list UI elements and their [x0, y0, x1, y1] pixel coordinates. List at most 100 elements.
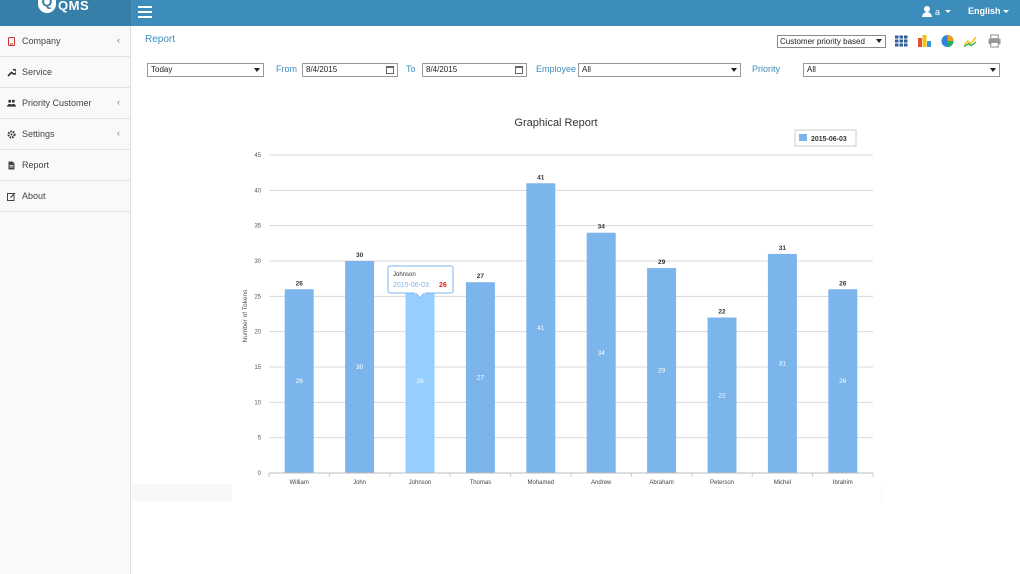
x-tick-label: Andrew	[591, 480, 612, 486]
top-navbar: Q QMS a English	[0, 0, 1020, 26]
tooltip-category: Johnson	[393, 272, 416, 278]
employee-select[interactable]: All	[578, 63, 741, 77]
bar-value-label: 22	[718, 309, 726, 316]
logo[interactable]: Q QMS	[0, 0, 131, 26]
sidebar-item-label: Company	[22, 36, 61, 46]
priority-label: Priority	[752, 64, 781, 74]
x-tick-label: Mohamed	[527, 480, 554, 486]
tooltip-value: 26	[439, 282, 447, 289]
bar	[526, 183, 556, 473]
sidebar-item-label: About	[22, 191, 46, 201]
sidebar-item-label: Service	[22, 67, 53, 77]
sidebar-item-priority-customer[interactable]: Priority Customer ‹	[0, 88, 130, 119]
grid-view-icon[interactable]	[895, 34, 908, 48]
bar	[586, 232, 616, 473]
x-tick-label: John	[353, 480, 366, 486]
wrench-icon	[7, 68, 16, 77]
y-axis-ticks: 0 5 10 15 20 25 30 35 40 45	[254, 153, 261, 477]
logo-text: QMS	[58, 0, 90, 13]
bar-inner-label: 41	[537, 325, 545, 332]
sidebar-item-label: Settings	[22, 129, 55, 139]
calendar-icon[interactable]	[386, 66, 394, 74]
x-tick-label: Peterson	[710, 480, 734, 486]
to-label: To	[406, 64, 416, 74]
user-name: a	[935, 6, 941, 17]
main-content: Report Customer priority based Today Fro…	[132, 26, 1020, 574]
calendar-icon[interactable]	[515, 66, 523, 74]
edit-icon	[7, 192, 16, 201]
bar-chart: Graphical Report Number of Tokens 0 5 10 15…	[242, 117, 874, 486]
gear-icon	[7, 130, 16, 139]
user-menu[interactable]: a	[922, 6, 952, 17]
line-chart-icon[interactable]	[964, 34, 977, 48]
bar	[828, 289, 858, 473]
chevron-down-icon	[731, 68, 737, 72]
sidebar-item-label: Report	[22, 160, 50, 170]
priority-select[interactable]: All	[803, 63, 1000, 77]
bar-inner-label: 22	[718, 392, 726, 399]
bar-inner-label: 26	[839, 378, 847, 385]
print-icon[interactable]	[988, 34, 1001, 48]
bar	[284, 289, 314, 473]
bar-inner-label: 34	[598, 350, 606, 357]
y-tick-label: 15	[254, 365, 261, 371]
y-axis-label: Number of Tokens	[242, 289, 249, 342]
bar-value-label: 26	[296, 280, 304, 287]
chevron-left-icon: ‹	[117, 128, 120, 138]
from-label: From	[276, 64, 297, 74]
chevron-down-icon	[990, 68, 996, 72]
logo-mark-icon: Q	[38, 0, 56, 13]
x-tick-label: Abraham	[649, 480, 673, 486]
x-tick-label: William	[290, 480, 309, 486]
bar	[707, 317, 737, 473]
chevron-left-icon: ‹	[117, 97, 120, 107]
legend[interactable]: 2015-06-03	[794, 129, 857, 147]
bar-chart-icon[interactable]	[918, 34, 931, 48]
bar	[647, 268, 677, 473]
bar	[767, 253, 797, 473]
period-value: Today	[151, 65, 173, 74]
bar-value-label: 31	[779, 245, 787, 252]
legend-series-label: 2015-06-03	[811, 136, 847, 143]
report-type-value: Customer priority based	[780, 37, 865, 46]
y-tick-label: 10	[254, 400, 261, 406]
bar-value-label: 41	[537, 174, 545, 181]
x-tick-label: Johnson	[409, 480, 432, 486]
priority-value: All	[807, 65, 816, 74]
x-tick-label: Ibrahim	[833, 480, 853, 486]
sidebar-item-company[interactable]: Company ‹	[0, 26, 130, 57]
sidebar-item-settings[interactable]: Settings ‹	[0, 119, 130, 150]
bar-value-label: 30	[356, 252, 364, 259]
to-date-input[interactable]: 8/4/2015	[422, 63, 527, 77]
chevron-down-icon	[945, 10, 952, 13]
employee-label: Employee	[536, 64, 577, 74]
sidebar: Company ‹ Service Priority Customer ‹ Se…	[0, 26, 131, 574]
report-type-select[interactable]: Customer priority based	[777, 35, 886, 48]
chevron-down-icon	[254, 68, 260, 72]
pie-chart-icon[interactable]	[941, 34, 954, 48]
language-menu[interactable]: English	[968, 6, 1009, 16]
chevron-left-icon: ‹	[117, 35, 120, 45]
y-tick-label: 5	[258, 436, 262, 442]
bar-inner-label: 30	[356, 364, 364, 371]
menu-toggle-icon[interactable]	[138, 6, 152, 18]
legend-swatch	[799, 134, 807, 141]
phone-icon	[7, 36, 16, 46]
sidebar-item-about[interactable]: About	[0, 181, 130, 212]
file-icon	[7, 161, 16, 170]
period-select[interactable]: Today	[147, 63, 264, 77]
from-date-value: 8/4/2015	[306, 65, 338, 74]
y-tick-label: 40	[254, 188, 261, 194]
chart-title: Graphical Report	[514, 117, 597, 129]
y-tick-label: 20	[254, 330, 261, 336]
bar	[345, 261, 375, 473]
x-tick-label: Michel	[774, 480, 791, 486]
bar	[405, 289, 435, 473]
bar-inner-label: 26	[416, 378, 424, 385]
sidebar-item-service[interactable]: Service	[0, 57, 130, 88]
from-date-input[interactable]: 8/4/2015	[302, 63, 398, 77]
bar-value-label: 34	[598, 224, 606, 231]
sidebar-item-report[interactable]: Report	[0, 150, 130, 181]
user-icon	[922, 6, 932, 17]
chart-panel: Graphical Report Number of Tokens 0 5 10 15…	[232, 106, 881, 501]
